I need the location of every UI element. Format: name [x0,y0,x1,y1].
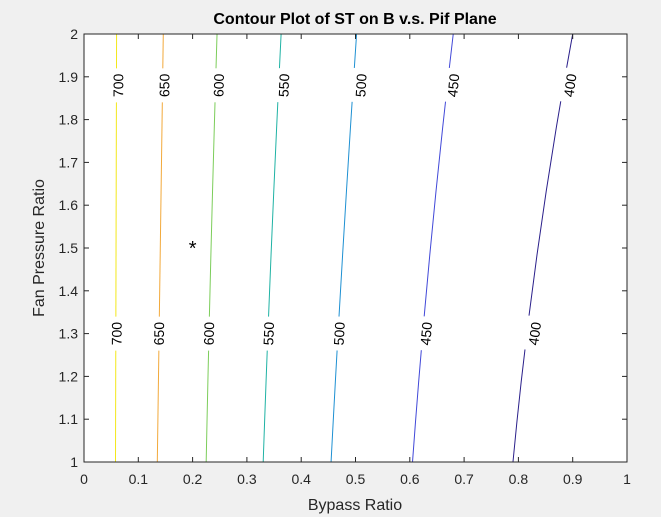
contour-label-400: 400 [525,321,544,347]
x-tick-label: 0.9 [563,471,583,487]
contour-label-gap [107,316,126,351]
contour-label-gap [558,67,582,104]
plot-area [84,34,627,462]
contour-label-gap [523,315,546,352]
x-axis-label: Bypass Ratio [308,497,402,514]
contour-label-600: 600 [210,73,227,97]
chart-title: Contour Plot of ST on B v.s. Pif Plane [213,11,496,28]
y-tick-label: 1.8 [59,112,79,128]
contour-label-gap [442,67,464,104]
x-tick-label: 0.1 [129,471,149,487]
data-marker: * [189,238,197,260]
contour-label-gap [199,316,219,351]
contour-label-gap [258,316,279,351]
y-tick-label: 1.3 [59,326,79,342]
contour-label-450: 450 [417,321,435,346]
x-tick-label: 0 [80,471,88,487]
contour-label-gap [209,68,229,103]
contour-label-550: 550 [275,73,292,97]
x-tick-label: 0.2 [183,471,203,487]
x-tick-label: 0.7 [454,471,474,487]
x-tick-label: 1 [623,471,631,487]
x-tick-label: 0.6 [400,471,420,487]
contour-label-400: 400 [560,72,579,98]
y-tick-label: 1.4 [59,283,79,299]
contour-label-650: 650 [151,322,167,346]
marker-star: * [189,238,197,260]
x-tick-label: 0.4 [291,471,311,487]
contour-label-gap [350,67,371,103]
y-axis-label: Fan Pressure Ratio [31,179,48,317]
contour-label-600: 600 [201,322,218,346]
contour-label-550: 550 [260,321,277,345]
contour-label-gap [155,68,174,103]
y-tick-label: 2 [70,26,78,42]
y-tick-label: 1.6 [59,197,79,213]
contour-labels: 700 700 650 650 600 600 550 550 500 500 450 450 400 4… [107,67,582,352]
y-tick-label: 1.2 [59,368,79,384]
contour-label-gap [415,315,437,352]
x-tick-label: 0.8 [509,471,529,487]
contour-label-gap [109,68,128,103]
contour-label-700: 700 [110,73,126,97]
contour-label-650: 650 [156,73,172,97]
contour-label-gap [149,316,169,351]
y-tick-labels: 1 1.1 1.2 1.3 1.4 1.5 1.6 1.7 1.8 1.9 2 [59,26,79,470]
x-tick-labels: 0 0.1 0.2 0.3 0.4 0.5 0.6 0.7 0.8 0.9 1 [80,471,631,487]
contour-label-700: 700 [109,322,125,346]
axes [83,33,628,463]
contour-label-500: 500 [331,321,348,345]
y-tick-label: 1.9 [59,69,79,85]
y-tick-label: 1.5 [59,240,79,256]
y-tick-label: 1 [70,454,78,470]
contour-label-500: 500 [352,73,369,97]
y-tick-label: 1.1 [59,411,79,427]
x-tick-label: 0.3 [237,471,257,487]
contour-label-gap [329,316,350,352]
x-tick-label: 0.5 [346,471,366,487]
contour-label-gap [274,67,294,103]
y-tick-label: 1.7 [59,154,79,170]
contour-label-450: 450 [444,73,462,98]
